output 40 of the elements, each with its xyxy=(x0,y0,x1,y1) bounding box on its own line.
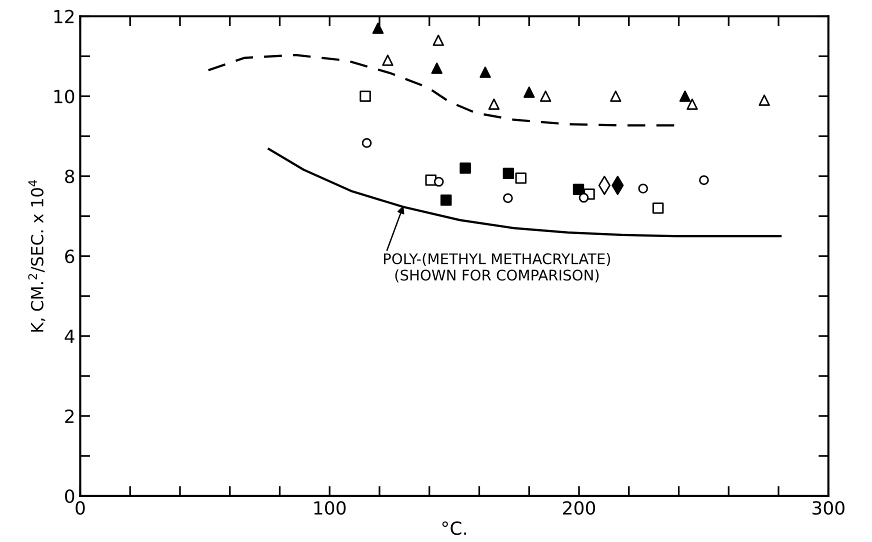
point xyxy=(360,90,371,102)
point xyxy=(488,98,500,110)
x-axis-title: °C. xyxy=(442,521,466,536)
line-series xyxy=(268,148,782,238)
point xyxy=(515,172,527,184)
point xyxy=(502,168,514,179)
point xyxy=(758,94,770,106)
point xyxy=(524,86,535,98)
point xyxy=(638,184,648,194)
x-tick-label: 200 xyxy=(563,501,596,515)
point xyxy=(679,90,691,102)
y-tick-label: 6 xyxy=(65,250,74,264)
y-axis-title: K, CM.$^{2}$/SEC. x 10$^{4}$ xyxy=(28,180,46,332)
point xyxy=(480,66,491,78)
point xyxy=(652,202,664,214)
point xyxy=(362,138,372,148)
point xyxy=(610,90,622,102)
point xyxy=(686,98,698,110)
point xyxy=(440,194,452,206)
point xyxy=(432,34,444,46)
x-tick-label: 100 xyxy=(314,501,346,515)
point xyxy=(431,62,442,74)
y-tick-label: 10 xyxy=(54,90,74,104)
y-tick-label: 4 xyxy=(64,330,74,343)
point xyxy=(578,192,589,203)
point xyxy=(382,54,394,66)
y-tick-label: 2 xyxy=(65,409,74,423)
point xyxy=(503,193,513,204)
point xyxy=(372,22,384,34)
point xyxy=(699,175,709,186)
point xyxy=(540,90,552,102)
x-tick-label: 300 xyxy=(812,501,844,515)
x-tick-label: 0 xyxy=(76,501,85,515)
y-tick-label: 8 xyxy=(65,170,74,184)
y-tick-label: 12 xyxy=(54,10,74,24)
point xyxy=(460,162,471,174)
point xyxy=(434,176,444,187)
annotation: POLY-(METHYL METHACRYLATE) (SHOWN FOR COMPARISON) xyxy=(384,253,610,282)
point xyxy=(572,184,584,195)
y-tick-label: 0 xyxy=(65,489,74,504)
